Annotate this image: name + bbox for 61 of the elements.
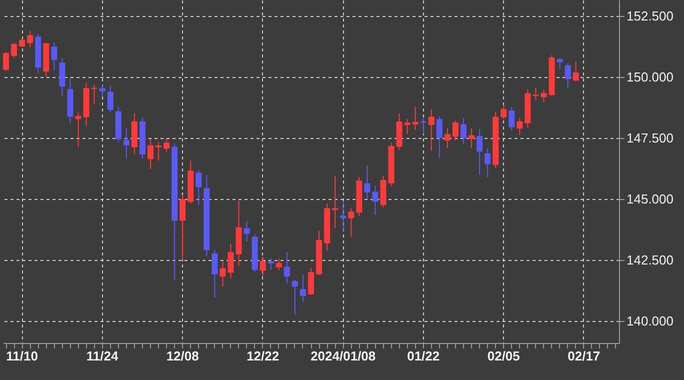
candlestick <box>564 62 571 90</box>
candlestick <box>123 128 130 159</box>
candlestick <box>228 243 234 279</box>
candlestick <box>196 169 202 206</box>
x-tick-label: 11/24 <box>86 348 119 364</box>
candlestick <box>27 30 34 48</box>
candlestick <box>412 106 418 130</box>
x-tick-label: 2024/01/08 <box>310 348 376 364</box>
y-tick-label: 142.500 <box>626 252 674 268</box>
y-tick-label: 152.500 <box>626 8 674 24</box>
x-tick-label: 02/05 <box>487 348 520 364</box>
candlestick <box>164 138 170 152</box>
candlestick <box>460 118 466 145</box>
candlestick <box>212 249 218 298</box>
candlestick <box>540 89 547 104</box>
candlestick <box>372 186 378 216</box>
x-tick-label: 02/17 <box>568 348 600 364</box>
x-tick-label: 11/10 <box>6 348 38 364</box>
candlestick <box>75 112 82 148</box>
candlestick <box>404 118 410 135</box>
x-tick-label: 12/22 <box>246 348 280 364</box>
candlestick <box>516 118 523 136</box>
candlestick <box>51 42 58 72</box>
candlestick <box>332 176 338 229</box>
candlestick <box>556 57 563 70</box>
candlestick <box>91 84 98 104</box>
candlestick <box>276 258 282 271</box>
candlestick <box>468 128 475 149</box>
x-tick-label: 01/22 <box>407 348 440 364</box>
candlestick <box>452 120 458 142</box>
candlestick <box>147 138 154 170</box>
candlestick <box>348 208 354 238</box>
candlestick <box>308 268 314 296</box>
x-tick-label: 12/08 <box>166 348 199 364</box>
y-tick-label: 140.000 <box>626 314 674 329</box>
candlestick <box>99 84 106 98</box>
candlestick <box>484 148 491 178</box>
candlestick <box>340 200 346 232</box>
candlestick <box>260 256 266 277</box>
candlestick <box>3 52 10 72</box>
candlestick <box>364 164 370 200</box>
candlestick <box>284 252 290 284</box>
candlestick <box>572 61 579 82</box>
candlestick <box>244 220 250 242</box>
candlestick <box>476 128 483 176</box>
y-tick-label: 147.500 <box>626 130 674 146</box>
candlestick <box>180 194 186 260</box>
candlestick <box>444 128 450 149</box>
candlestick <box>220 261 226 288</box>
candlestick <box>300 274 306 302</box>
candlestick <box>107 85 114 114</box>
candlestick <box>11 42 18 58</box>
candlestick <box>428 108 434 152</box>
candlestick <box>436 116 442 159</box>
candlestick <box>532 88 539 102</box>
y-tick-label: 145.000 <box>626 191 674 206</box>
candlestick <box>292 280 298 316</box>
y-tick-label: 150.000 <box>626 69 674 84</box>
candlestick <box>500 104 507 120</box>
candlestick <box>268 258 274 271</box>
candlestick <box>508 106 515 132</box>
